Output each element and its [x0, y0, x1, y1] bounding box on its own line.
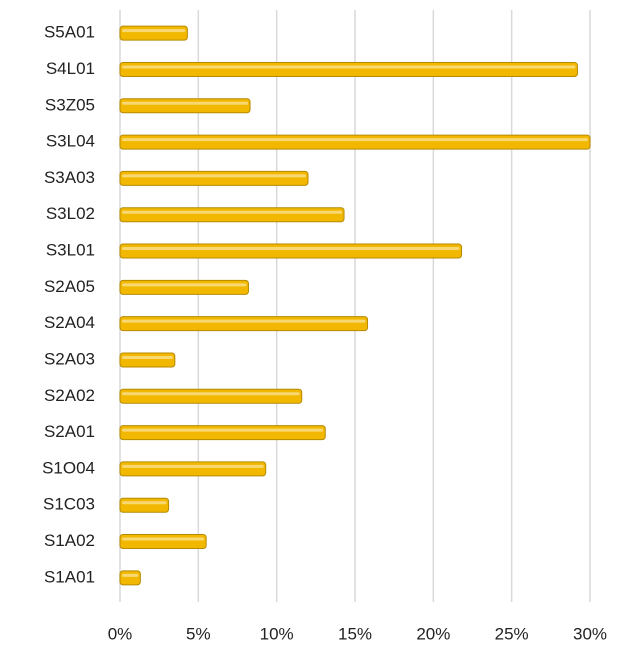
- y-tick-label: S3Z05: [45, 95, 95, 114]
- bar-highlight: [122, 210, 343, 214]
- bar-highlight: [122, 101, 249, 105]
- y-tick-label: S1C03: [43, 495, 95, 514]
- y-tick-label: S2A02: [44, 386, 95, 405]
- y-tick-label: S3L01: [46, 241, 95, 260]
- bar: [119, 534, 207, 550]
- y-tick-label: S3A03: [44, 168, 95, 187]
- bar: [119, 25, 188, 41]
- bar: [119, 388, 303, 404]
- bar-highlight: [122, 138, 588, 142]
- bar-highlight: [122, 355, 173, 359]
- bar-highlight: [122, 501, 167, 505]
- x-tick-label: 10%: [260, 624, 294, 643]
- bar-highlight: [122, 464, 264, 468]
- y-tick-label: S1A01: [44, 567, 95, 586]
- y-tick-label: S3L02: [46, 204, 95, 223]
- bar: [119, 61, 578, 77]
- bar-highlight: [122, 283, 247, 287]
- bar: [119, 425, 326, 441]
- y-tick-label: S1A02: [44, 531, 95, 550]
- bar-highlight: [122, 319, 366, 323]
- bar: [119, 279, 249, 295]
- x-tick-label: 20%: [416, 624, 450, 643]
- y-tick-label: S3L04: [46, 132, 95, 151]
- bar: [119, 570, 141, 586]
- y-tick-label: S5A01: [44, 23, 95, 42]
- y-tick-label: S2A05: [44, 277, 95, 296]
- bar: [119, 170, 309, 186]
- y-tick-label: S2A04: [44, 313, 95, 332]
- bar: [119, 134, 591, 150]
- bar-highlight: [122, 65, 576, 69]
- bar-highlight: [122, 174, 306, 178]
- bar: [119, 316, 369, 332]
- x-tick-label: 30%: [573, 624, 607, 643]
- bar-highlight: [122, 247, 460, 251]
- y-tick-label: S4L01: [46, 59, 95, 78]
- bar: [119, 207, 345, 223]
- y-tick-label: S2A01: [44, 422, 95, 441]
- bar-highlight: [122, 428, 324, 432]
- bar: [119, 243, 463, 259]
- y-tick-label: S2A03: [44, 349, 95, 368]
- bar-highlight: [122, 573, 139, 577]
- bar: [119, 98, 251, 114]
- bar: [119, 352, 176, 368]
- y-tick-label: S1O04: [42, 458, 95, 477]
- x-tick-label: 15%: [338, 624, 372, 643]
- bar-highlight: [122, 537, 205, 541]
- x-tick-label: 0%: [108, 624, 133, 643]
- bar: [119, 461, 267, 477]
- bar-highlight: [122, 392, 300, 396]
- x-tick-label: 5%: [186, 624, 211, 643]
- bar: [119, 497, 170, 513]
- bar-highlight: [122, 29, 186, 33]
- x-tick-label: 25%: [495, 624, 529, 643]
